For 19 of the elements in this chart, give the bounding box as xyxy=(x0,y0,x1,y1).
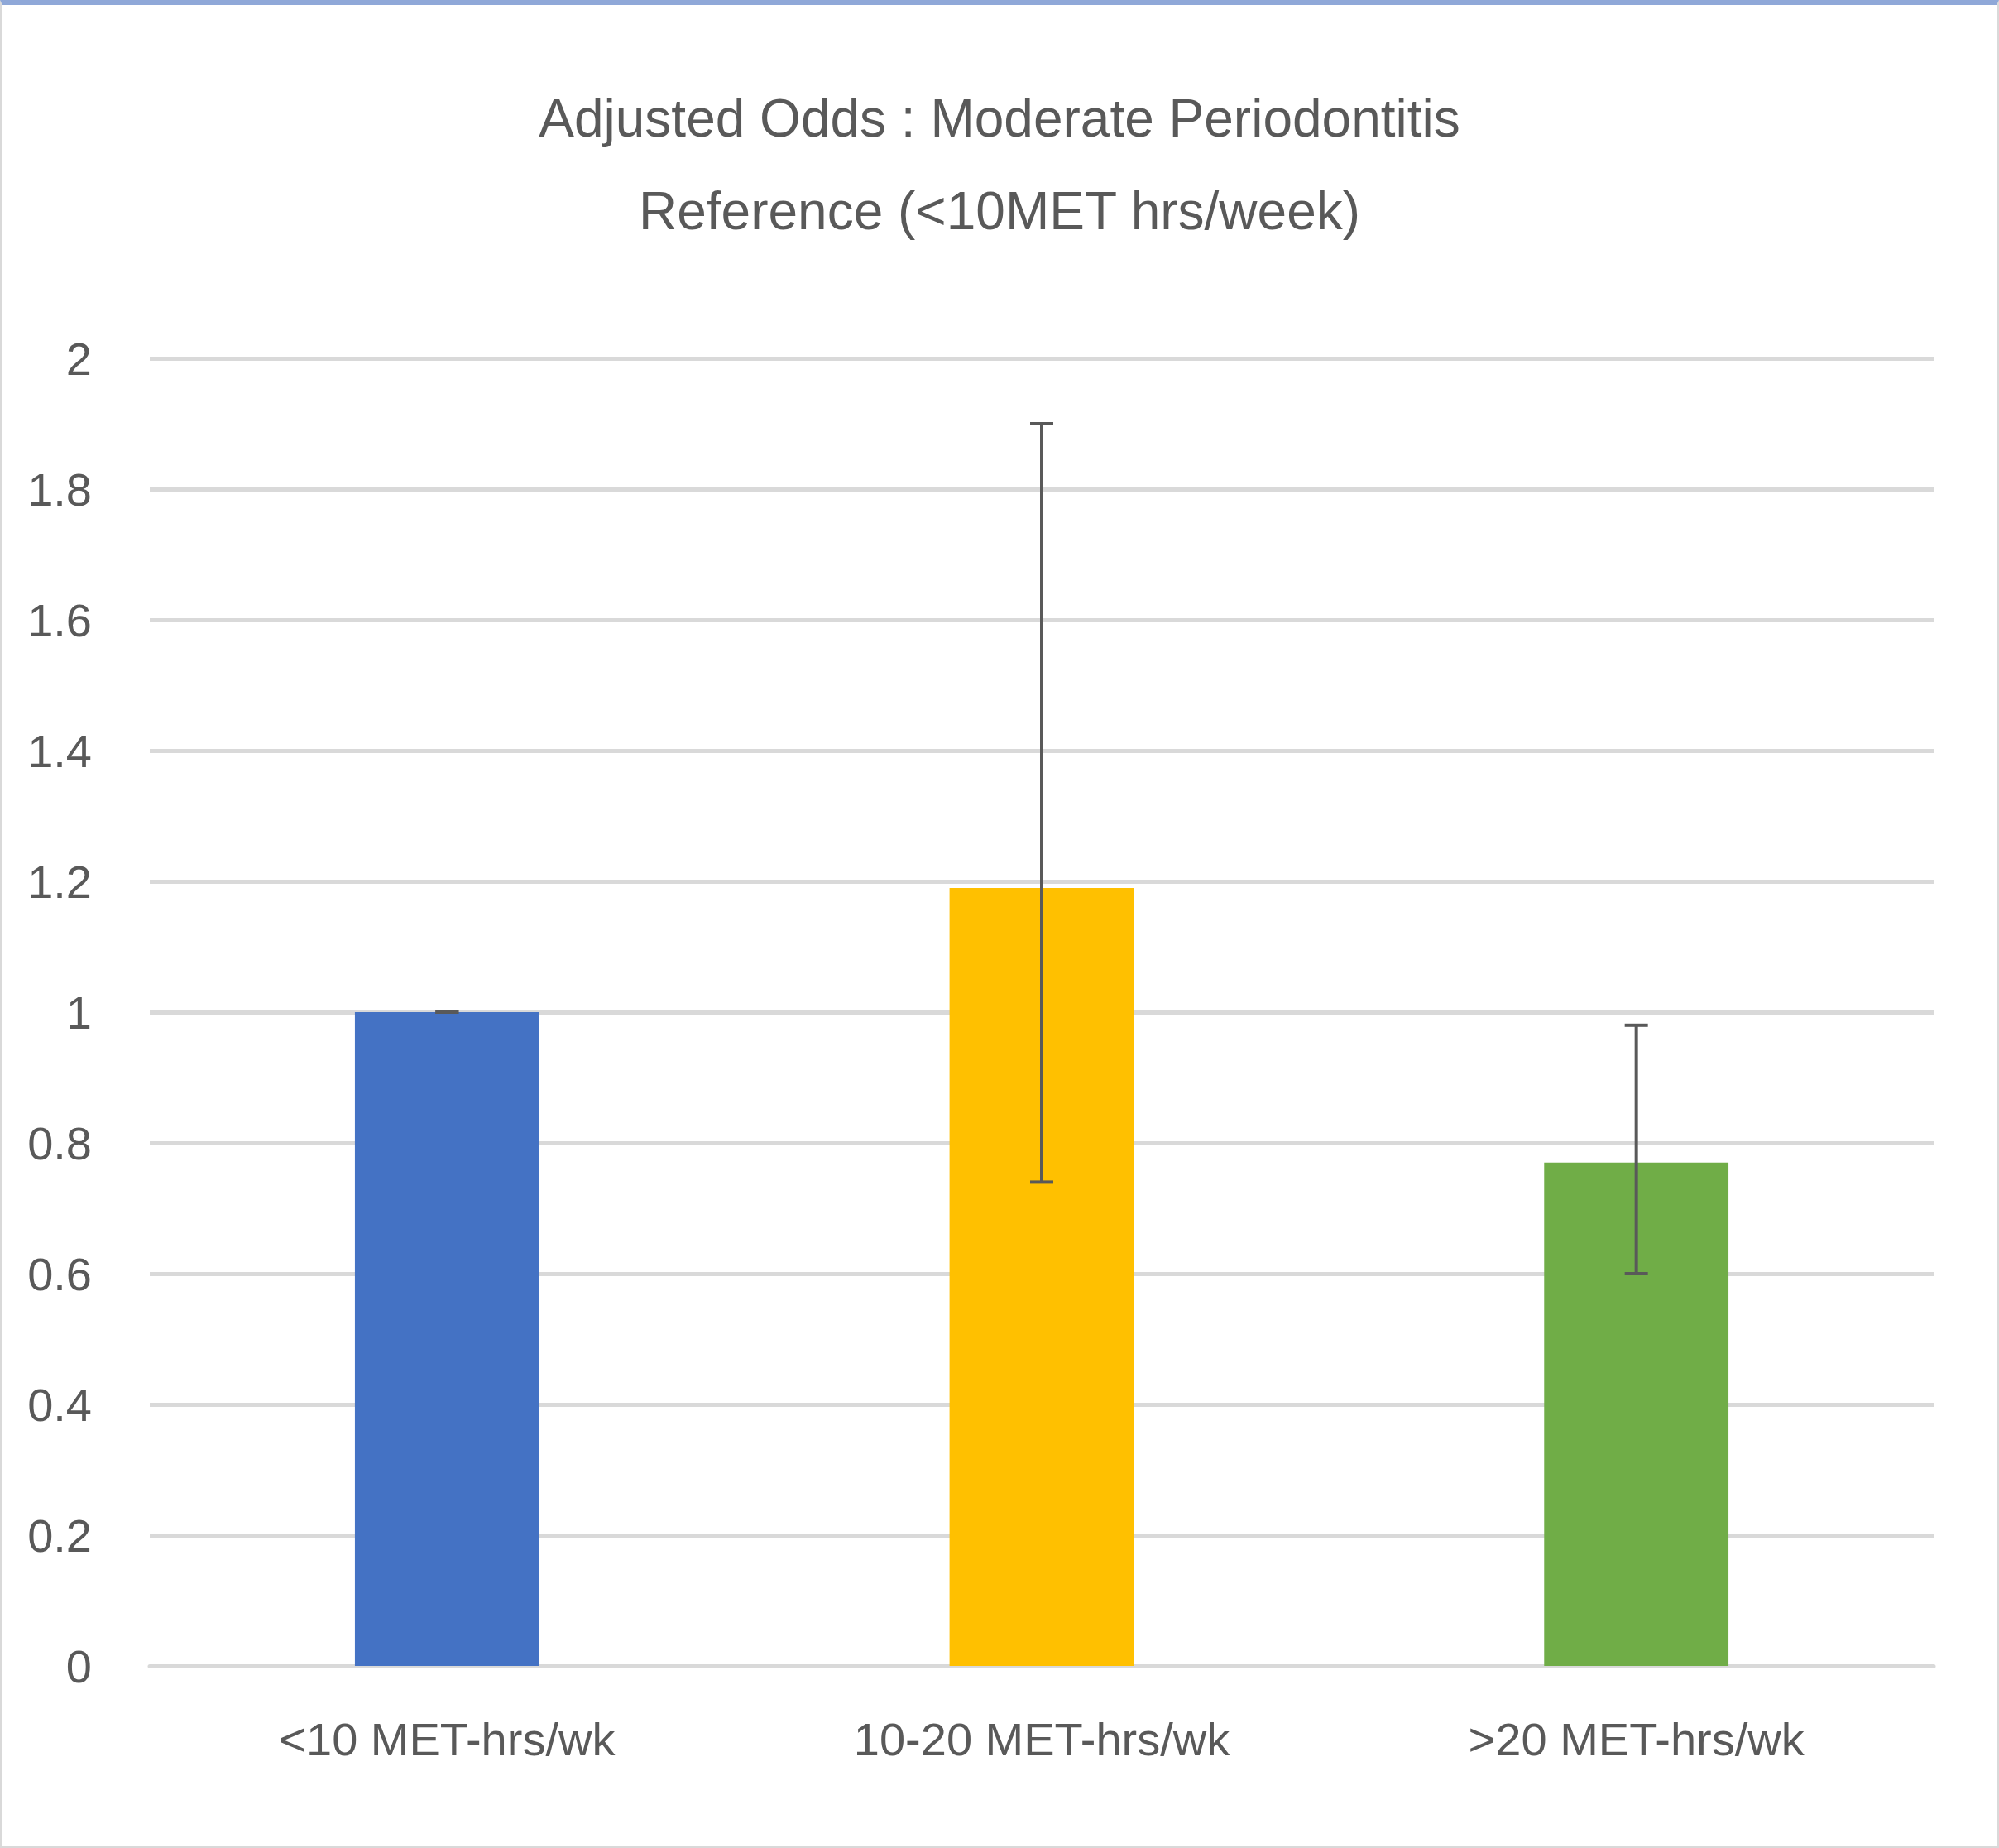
x-tick-label: <10 MET-hrs/wk xyxy=(279,1712,616,1765)
y-tick-label: 0.2 xyxy=(27,1509,92,1562)
y-tick-label: 1.2 xyxy=(27,855,92,908)
y-tick-label: 1.4 xyxy=(27,724,92,777)
y-tick-label: 0 xyxy=(65,1639,92,1692)
y-tick-label: 0.8 xyxy=(27,1116,92,1169)
chart-subtitle: Reference (<10MET hrs/week) xyxy=(638,181,1361,241)
y-tick-label: 0.6 xyxy=(27,1247,92,1300)
x-tick-label: 10-20 MET-hrs/wk xyxy=(853,1712,1231,1765)
bar xyxy=(354,1012,539,1666)
y-tick-label: 0.4 xyxy=(27,1378,92,1431)
bar xyxy=(1544,1162,1729,1666)
y-tick-label: 2 xyxy=(65,332,92,385)
bar xyxy=(949,887,1134,1666)
y-tick-label: 1.8 xyxy=(27,463,92,516)
y-tick-label: 1.6 xyxy=(27,593,92,646)
y-tick-label: 1 xyxy=(65,986,92,1039)
x-tick-label: >20 MET-hrs/wk xyxy=(1468,1712,1805,1765)
chart-title: Adjusted Odds : Moderate Periodontitis xyxy=(539,89,1460,148)
